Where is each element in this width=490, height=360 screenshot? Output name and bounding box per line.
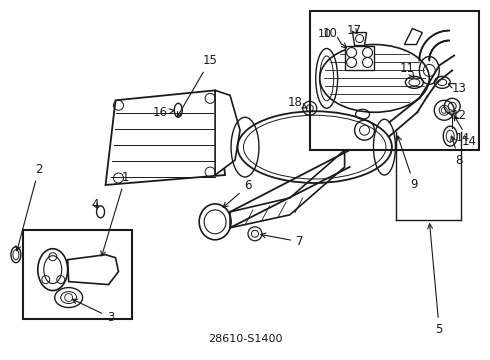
Text: 11: 11 <box>400 62 415 78</box>
Text: 13: 13 <box>448 82 466 95</box>
Bar <box>310 11 479 150</box>
Polygon shape <box>344 45 374 71</box>
Bar <box>174 106 182 114</box>
Polygon shape <box>230 150 344 228</box>
Text: 18: 18 <box>287 96 308 109</box>
Polygon shape <box>215 90 240 175</box>
Text: 28610-S1400: 28610-S1400 <box>208 334 282 345</box>
Text: 6: 6 <box>223 180 252 207</box>
Text: 8: 8 <box>451 136 463 167</box>
Polygon shape <box>353 32 367 45</box>
Polygon shape <box>404 28 422 45</box>
Text: 2: 2 <box>16 163 43 251</box>
Text: 14: 14 <box>456 133 470 143</box>
Text: 10: 10 <box>318 28 332 39</box>
Text: 14: 14 <box>454 116 477 148</box>
Text: 9: 9 <box>397 136 418 192</box>
Text: 17: 17 <box>347 24 362 37</box>
Bar <box>23 230 132 319</box>
Polygon shape <box>68 255 119 285</box>
Text: 16: 16 <box>153 106 174 119</box>
Polygon shape <box>105 90 225 185</box>
Text: 7: 7 <box>261 233 303 248</box>
Text: 3: 3 <box>73 299 114 324</box>
Text: 10: 10 <box>322 27 346 48</box>
Text: 15: 15 <box>177 54 218 117</box>
Text: 12: 12 <box>448 109 466 122</box>
Text: 5: 5 <box>428 224 443 336</box>
Text: 1: 1 <box>101 171 129 256</box>
Text: 4: 4 <box>92 198 99 211</box>
